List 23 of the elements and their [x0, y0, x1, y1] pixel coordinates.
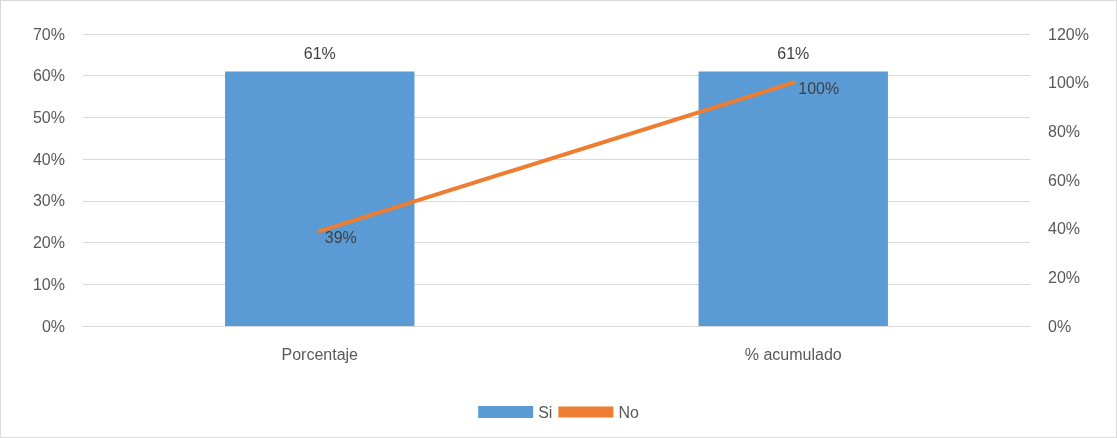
y2-tick-label: 100%	[1048, 74, 1089, 92]
data-label: 61%	[303, 45, 336, 63]
y2-tick-label: 120%	[1048, 25, 1089, 43]
y-tick-label: 60%	[32, 67, 65, 85]
y2-tick-label: 40%	[1048, 220, 1081, 238]
y2-tick-label: 80%	[1048, 122, 1081, 140]
y2-tick-label: 60%	[1048, 171, 1081, 189]
y-tick-label: 10%	[32, 275, 65, 293]
legend-label: No	[618, 403, 639, 421]
x-tick-label: Porcentaje	[281, 345, 359, 363]
data-label: 39%	[324, 228, 357, 246]
x-tick-label: % acumulado	[744, 345, 842, 363]
y2-tick-label: 0%	[1048, 317, 1072, 335]
y-tick-label: 70%	[32, 25, 65, 43]
y-tick-label: 30%	[32, 192, 65, 210]
legend-label: Si	[538, 403, 553, 421]
y-tick-label: 20%	[32, 234, 65, 252]
y2-tick-label: 20%	[1048, 268, 1081, 286]
data-label: 100%	[798, 80, 840, 98]
data-label: 61%	[777, 45, 810, 63]
y-tick-label: 50%	[32, 108, 65, 126]
y-tick-label: 40%	[32, 150, 65, 168]
y-tick-label: 0%	[41, 317, 65, 335]
